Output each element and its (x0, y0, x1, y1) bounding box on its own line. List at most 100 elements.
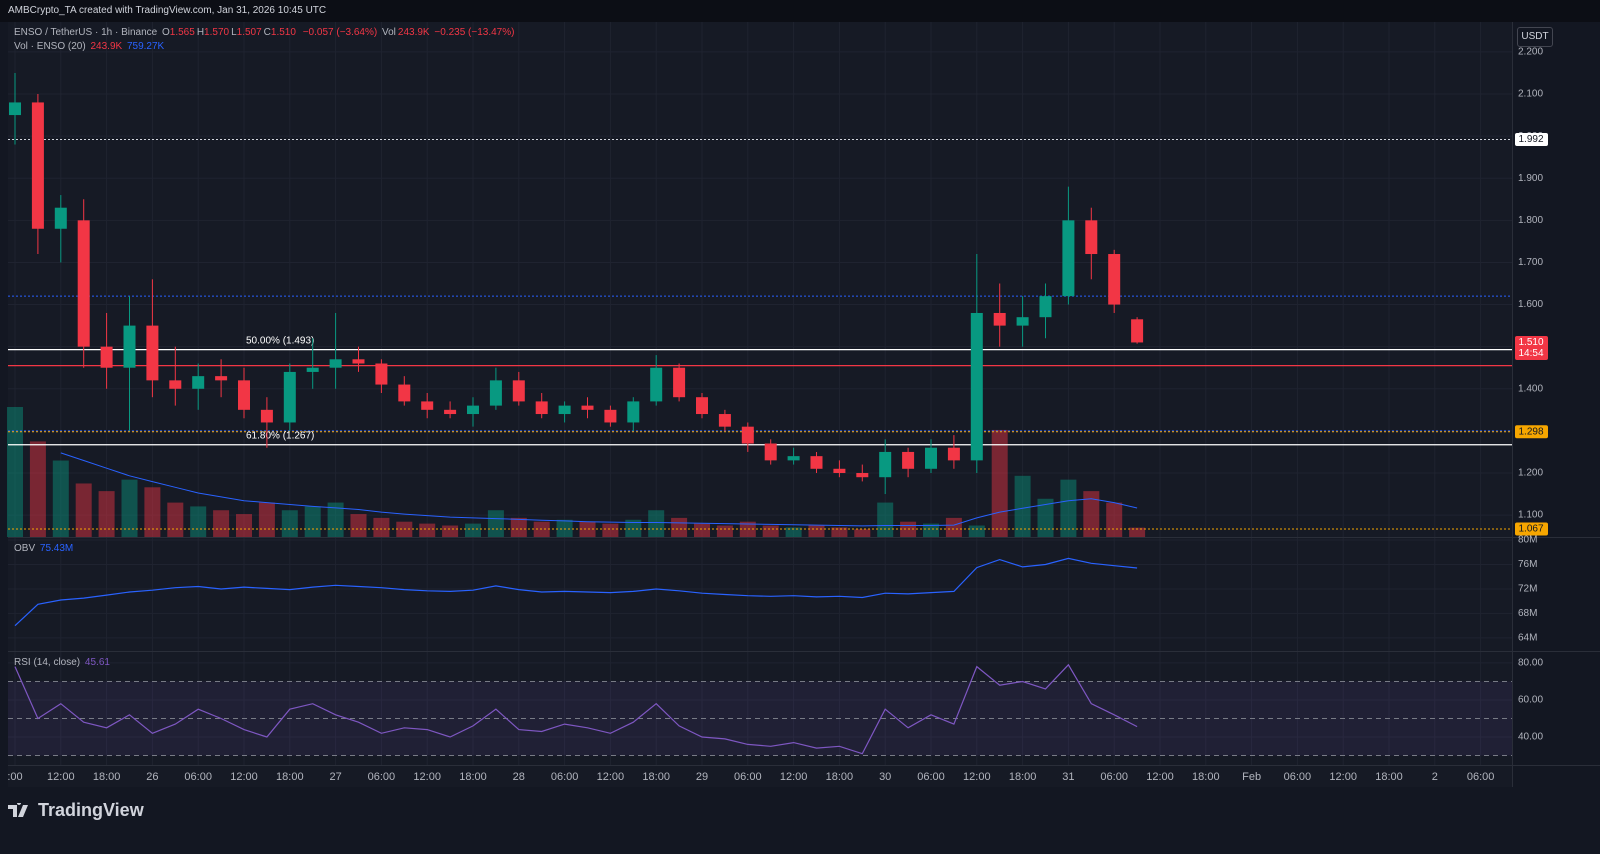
volume-bar (968, 525, 985, 537)
volume-bar (648, 510, 665, 537)
volume-bar (213, 510, 230, 537)
candle-body (283, 371, 296, 423)
volume-bar (52, 460, 69, 537)
volume-bar (144, 487, 161, 537)
volume-bar (854, 529, 871, 537)
x-tick-label: 18:00 (93, 771, 121, 783)
candle-body (9, 102, 21, 116)
candle-body (54, 207, 67, 229)
x-tick-label: 12:00 (47, 771, 75, 783)
candle-body (856, 472, 869, 478)
volume-bar (1106, 502, 1123, 537)
candle-body (764, 443, 777, 461)
candle-body (375, 363, 388, 385)
volume-bar (1060, 479, 1077, 537)
volume-bar (556, 519, 573, 537)
x-tick-label: 06:00 (551, 771, 579, 783)
volume-bar (716, 525, 733, 537)
volume-ma-line (60, 452, 1138, 527)
volume-bar (785, 527, 802, 537)
currency-button[interactable]: USDT (1517, 27, 1553, 47)
ohlc-value: 1.565 (169, 27, 195, 38)
candle-body (77, 220, 90, 347)
candle-body (673, 367, 686, 398)
header-bar (0, 0, 1600, 22)
volume-bar (327, 502, 344, 537)
volume-title: Vol · ENSO (20) (14, 41, 86, 52)
candle-body (31, 102, 44, 229)
candle-body (398, 384, 411, 402)
x-tick-label: Feb (1242, 771, 1261, 783)
x-tick-label: 18:00 (1009, 771, 1037, 783)
candle-body (352, 359, 365, 364)
volume-bar (625, 519, 642, 537)
y-tick-label: 60.00 (1518, 695, 1543, 706)
candle-body (100, 346, 113, 368)
candle-body (1062, 220, 1075, 297)
y-tick-label: 1.200 (1518, 468, 1543, 479)
candle-body (558, 405, 571, 415)
candle-body (238, 380, 250, 410)
vol-label: Vol (382, 27, 396, 38)
y-tick-label: 1.600 (1518, 299, 1543, 310)
plot-background (8, 22, 1512, 787)
volume-bar (877, 502, 894, 537)
volume-value: 243.9K (90, 41, 123, 52)
obv-title: OBV (14, 543, 36, 554)
candle-body (1131, 319, 1144, 343)
x-tick-label: 27 (329, 771, 341, 783)
x-tick-label: 12:00 (413, 771, 441, 783)
y-tick-label: 1.100 (1518, 510, 1543, 521)
ohlc-label: H (196, 27, 205, 38)
y-tick-label: 64M (1518, 633, 1537, 644)
x-tick-label: 18:00 (1192, 771, 1220, 783)
candle-body (902, 451, 915, 469)
price-countdown: 14:54 (1518, 348, 1543, 359)
candle-body (123, 325, 136, 368)
volume-bar (671, 517, 688, 537)
candle-body (329, 359, 342, 368)
volume-bar (465, 523, 481, 537)
y-tick-label: 68M (1518, 608, 1537, 619)
volume-bar (442, 525, 459, 537)
volume-bar (831, 527, 848, 537)
x-tick-label: 29 (696, 771, 708, 783)
price-tag-label: 1.992 (1518, 134, 1543, 145)
volume-bar (350, 514, 367, 537)
volume-bar (236, 514, 252, 537)
volume-bar (579, 521, 596, 537)
x-tick-label: 12:00 (963, 771, 991, 783)
ohlc-label: O (162, 27, 170, 38)
x-tick-label: 12:00 (780, 771, 808, 783)
x-tick-label: 06:00 (184, 771, 212, 783)
ohlc-value: 1.507 (236, 27, 262, 38)
candle-body (879, 451, 892, 478)
volume-bar (98, 491, 115, 537)
obv-value: 75.43M (39, 543, 74, 554)
candle-body (489, 380, 502, 406)
price-tag-label: 1.067 (1518, 524, 1543, 535)
candle-body (627, 401, 640, 423)
price-tag-label: 1.510 (1518, 337, 1543, 348)
x-tick-label: 06:00 (1467, 771, 1495, 783)
volume-bar (602, 523, 619, 537)
volume-bar (304, 506, 321, 537)
price-tag (1515, 522, 1548, 536)
candle-body (947, 447, 960, 461)
candle-body (169, 380, 182, 389)
y-tick-label: 72M (1518, 584, 1537, 595)
candle-body (993, 312, 1006, 326)
y-tick-label: 2.100 (1518, 89, 1543, 100)
candle-body (1108, 254, 1121, 305)
candle-body (1039, 296, 1052, 318)
ohlc: O1.565 H1.570 L1.507 C1.510 (162, 27, 298, 38)
y-tick-label: 40.00 (1518, 732, 1543, 743)
volume-bar (739, 521, 756, 537)
x-tick-label: 12:00 (230, 771, 258, 783)
volume-bar (762, 525, 779, 537)
x-tick-label: 06:00 (1284, 771, 1312, 783)
header: AMBCrypto_TA created with TradingView.co… (8, 5, 327, 16)
candle-body (535, 401, 548, 415)
volume-bar (7, 407, 23, 537)
